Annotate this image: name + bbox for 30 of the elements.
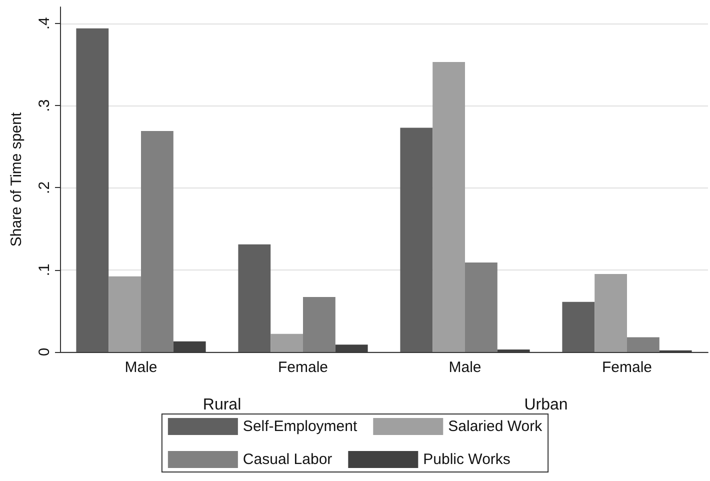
bar <box>335 344 368 352</box>
x-tick-label: Male <box>448 359 482 376</box>
bar <box>108 276 141 352</box>
bar <box>270 334 303 352</box>
legend-label: Self-Employment <box>242 418 358 435</box>
y-axis-title: Share of Time spent <box>8 112 25 247</box>
legend-label: Public Works <box>423 451 510 468</box>
x-tick-label: Female <box>602 359 652 376</box>
bar <box>238 244 271 352</box>
bar <box>173 341 206 352</box>
x-tick-label: Male <box>124 359 158 376</box>
bar <box>562 302 595 352</box>
bar <box>141 131 174 352</box>
y-tick-label: .3 <box>36 99 53 112</box>
legend-label: Salaried Work <box>448 418 543 435</box>
text: Rural <box>202 396 242 414</box>
y-tick-label: .4 <box>36 17 53 30</box>
bar <box>627 337 660 352</box>
bar <box>465 262 498 352</box>
bar <box>76 28 109 352</box>
y-tick-label: .2 <box>36 181 53 194</box>
y-tick-label: 0 <box>36 348 53 356</box>
x-tick-label: Female <box>278 359 328 376</box>
bar <box>303 296 336 352</box>
legend-label: Casual Labor <box>242 451 332 468</box>
text: Urban <box>524 396 568 414</box>
bar <box>400 128 433 352</box>
bar <box>594 274 627 352</box>
bar <box>432 62 465 352</box>
y-tick-label: .1 <box>36 264 53 276</box>
